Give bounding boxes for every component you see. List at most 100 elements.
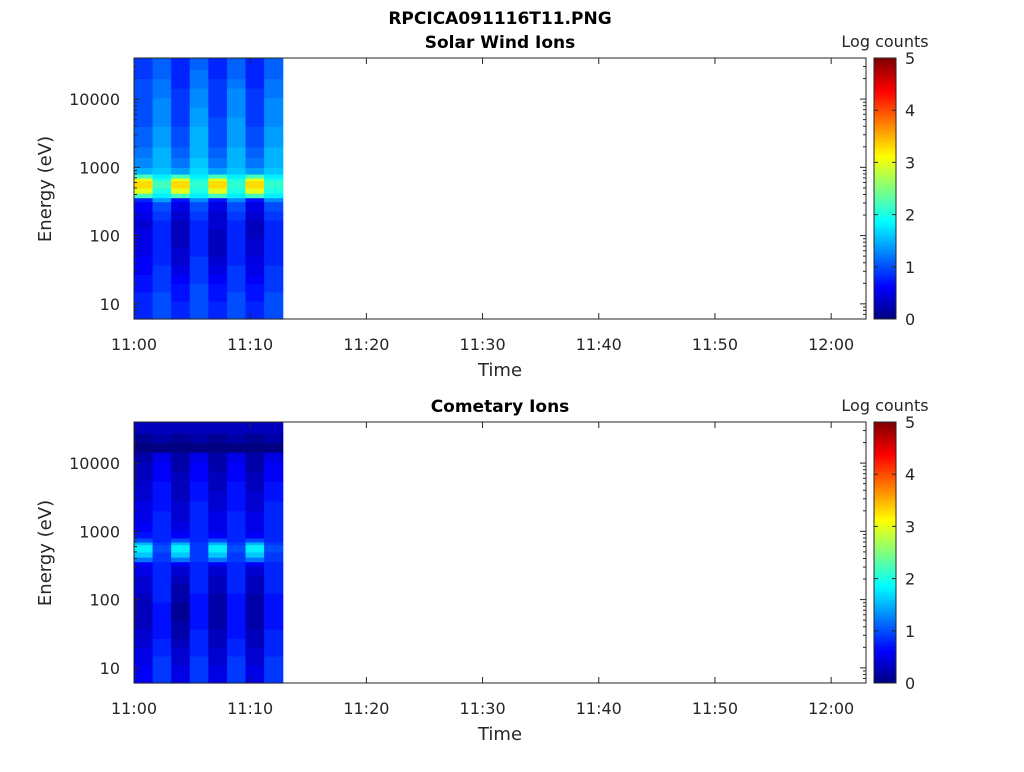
heatmap-cell (171, 620, 191, 630)
colorbar-segment (874, 81, 896, 85)
heatmap-cell (189, 422, 209, 434)
colorbar-segment (874, 110, 896, 114)
heatmap-cell (152, 187, 172, 194)
heatmap-cell (134, 210, 154, 221)
colorbar-tick-label: 4 (905, 465, 915, 484)
heatmap-cell (152, 583, 172, 594)
heatmap-cell (264, 187, 284, 194)
heatmap-cell (189, 557, 209, 563)
heatmap-cell (171, 647, 191, 657)
heatmap-cell (208, 442, 228, 453)
heatmap-cell (152, 629, 172, 640)
heatmap-cell (226, 442, 247, 453)
colorbar-tick-label: 5 (905, 49, 915, 68)
heatmap-cell (226, 116, 247, 127)
colorbar-segment (874, 510, 896, 514)
colorbar-segment (874, 482, 896, 486)
colorbar-segment (874, 489, 896, 493)
colorbar-segment (874, 112, 896, 116)
colorbar-segment (874, 656, 896, 661)
colorbar-segment (874, 253, 896, 257)
heatmap-cell (171, 283, 191, 293)
heatmap-cell (245, 126, 265, 138)
colorbar-segment (874, 217, 896, 221)
heatmap-cell (264, 461, 284, 472)
colorbar-segment (874, 463, 896, 467)
heatmap-cell (189, 228, 209, 239)
colorbar-segment (874, 557, 896, 561)
heatmap-cell (208, 136, 228, 148)
heatmap-cell (208, 210, 228, 221)
colorbar-segment (874, 539, 896, 543)
heatmap-cell (226, 180, 247, 186)
colorbar-segment (874, 256, 896, 260)
heatmap-cell (264, 88, 284, 99)
heatmap-cell (208, 157, 228, 168)
heatmap-cell (245, 461, 265, 472)
heatmap-cell (171, 97, 191, 108)
heatmap-cell (226, 655, 247, 666)
colorbar-segment (874, 677, 896, 681)
heatmap-cell (152, 256, 172, 266)
colorbar-segment (874, 609, 896, 614)
panel-solar-wind-ions: Solar Wind Ions Log counts Energy (eV) T… (35, 32, 929, 381)
colorbar-segment (874, 230, 896, 234)
heatmap-cell (226, 210, 247, 221)
heatmap-cell (134, 510, 154, 522)
heatmap-cell (208, 655, 228, 666)
heatmap-cell (226, 167, 247, 175)
colorbar-segment (874, 214, 896, 218)
heatmap-cell (134, 283, 154, 293)
heatmap-cell (189, 655, 209, 666)
heatmap-cell (208, 265, 228, 276)
heatmap-cell (264, 561, 284, 567)
colorbar-segment (874, 193, 896, 197)
heatmap-cell (152, 173, 172, 179)
colorbar-segment (874, 97, 896, 101)
colorbar-segment (874, 141, 896, 145)
colorbar: 0 1 2 3 4 5 (873, 49, 915, 329)
heatmap-cell (134, 201, 154, 212)
heatmap-cell (171, 116, 191, 127)
heatmap-cell (264, 210, 284, 221)
heatmap-cell (189, 490, 209, 502)
colorbar-segment (874, 599, 896, 603)
colorbar-segment (874, 422, 896, 426)
panel-title: Cometary Ions (431, 397, 570, 417)
heatmap-cell (226, 548, 247, 553)
heatmap-cell (208, 97, 228, 108)
heatmap-cell (208, 647, 228, 657)
heatmap-cell (264, 116, 284, 127)
heatmap-cell (264, 480, 284, 491)
heatmap-cell (152, 557, 172, 563)
heatmap-cell (189, 116, 209, 127)
colorbar-segment (874, 172, 896, 176)
colorbar-segment (874, 219, 896, 223)
heatmap-cell (189, 638, 209, 648)
figure-title: RPCICA091116T11.PNG (388, 9, 611, 29)
colorbar-segment (874, 604, 896, 608)
heatmap-cell (152, 565, 172, 576)
heatmap-cell (226, 69, 247, 80)
y-axis-label: Energy (eV) (35, 136, 56, 242)
heatmap-cell (208, 611, 228, 621)
heatmap-cell (152, 177, 172, 182)
heatmap-cell (245, 97, 265, 108)
heatmap-cell (134, 557, 154, 563)
colorbar-segment (874, 183, 896, 187)
heatmap-cell (208, 219, 228, 230)
heatmap-cell (208, 574, 228, 585)
heatmap-cell (208, 500, 228, 512)
heatmap-cell (264, 638, 284, 648)
colorbar-segment (874, 615, 896, 619)
heatmap-cell (245, 592, 265, 603)
colorbar-segment (874, 638, 896, 642)
colorbar-segment (874, 167, 896, 171)
x-tick-label: 11:30 (460, 335, 506, 354)
heatmap-cell (264, 548, 284, 553)
colorbar-segment (874, 279, 896, 283)
colorbar-segment (874, 128, 896, 132)
heatmap-cell (226, 541, 247, 546)
heatmap-cell (264, 265, 284, 276)
colorbar-tick-label: 4 (905, 101, 915, 120)
